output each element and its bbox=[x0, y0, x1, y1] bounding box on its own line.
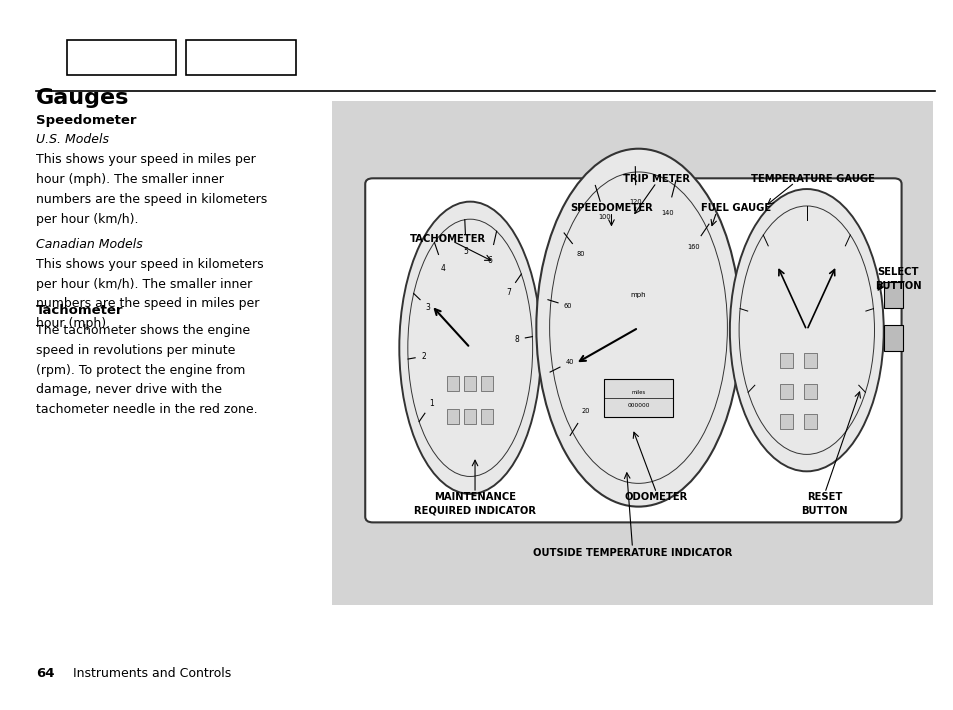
Text: This shows your speed in kilometers: This shows your speed in kilometers bbox=[36, 258, 264, 271]
Text: TACHOMETER: TACHOMETER bbox=[410, 234, 486, 244]
Text: per hour (km/h).: per hour (km/h). bbox=[36, 213, 138, 226]
Text: Gauges: Gauges bbox=[36, 88, 130, 108]
Bar bbox=[480, 409, 493, 424]
Text: per hour (km/h). The smaller inner: per hour (km/h). The smaller inner bbox=[36, 278, 253, 290]
Text: 40: 40 bbox=[565, 359, 574, 365]
Text: 3: 3 bbox=[425, 302, 430, 312]
Text: U.S. Models: U.S. Models bbox=[36, 133, 110, 146]
Text: 140: 140 bbox=[660, 210, 673, 217]
Text: 4: 4 bbox=[440, 264, 445, 273]
Text: 5: 5 bbox=[463, 247, 468, 256]
Text: numbers are the speed in kilometers: numbers are the speed in kilometers bbox=[36, 193, 267, 206]
FancyBboxPatch shape bbox=[365, 178, 901, 523]
Text: SPEEDOMETER: SPEEDOMETER bbox=[570, 203, 652, 213]
Bar bbox=[186, 40, 295, 75]
Text: 8: 8 bbox=[514, 335, 518, 344]
Bar bbox=[464, 409, 476, 424]
Text: 160: 160 bbox=[686, 244, 699, 250]
Text: 80: 80 bbox=[576, 251, 584, 257]
Text: MAINTENANCE: MAINTENANCE bbox=[434, 491, 516, 501]
Text: hour (mph).: hour (mph). bbox=[36, 317, 111, 330]
Bar bbox=[464, 376, 476, 391]
Ellipse shape bbox=[729, 189, 882, 471]
Bar bbox=[447, 376, 459, 391]
Bar bbox=[803, 414, 816, 429]
Text: 60: 60 bbox=[563, 303, 572, 309]
Text: miles: miles bbox=[631, 390, 645, 395]
Text: 2: 2 bbox=[421, 351, 426, 361]
Text: 7: 7 bbox=[506, 288, 511, 297]
Text: speed in revolutions per minute: speed in revolutions per minute bbox=[36, 344, 235, 356]
Text: The tachometer shows the engine: The tachometer shows the engine bbox=[36, 324, 250, 337]
Text: Canadian Models: Canadian Models bbox=[36, 238, 143, 251]
Bar bbox=[603, 379, 673, 417]
Text: TRIP METER: TRIP METER bbox=[622, 174, 689, 184]
Text: FUEL GAUGE: FUEL GAUGE bbox=[700, 203, 770, 213]
Text: 20: 20 bbox=[580, 408, 589, 415]
Bar bbox=[480, 376, 493, 391]
Bar bbox=[883, 282, 902, 307]
Text: 64: 64 bbox=[36, 667, 54, 680]
Text: numbers are the speed in miles per: numbers are the speed in miles per bbox=[36, 297, 259, 310]
Text: Tachometer: Tachometer bbox=[36, 304, 124, 317]
Bar bbox=[779, 414, 792, 429]
Text: 6: 6 bbox=[487, 256, 492, 265]
Text: OUTSIDE TEMPERATURE INDICATOR: OUTSIDE TEMPERATURE INDICATOR bbox=[533, 548, 731, 558]
Text: This shows your speed in miles per: This shows your speed in miles per bbox=[36, 153, 255, 166]
Text: 120: 120 bbox=[629, 200, 641, 205]
Bar bbox=[803, 383, 816, 399]
Bar bbox=[779, 354, 792, 368]
Bar bbox=[332, 101, 932, 605]
Text: RESET: RESET bbox=[806, 491, 841, 501]
Text: hour (mph). The smaller inner: hour (mph). The smaller inner bbox=[36, 173, 224, 186]
Bar bbox=[779, 383, 792, 399]
Text: 1: 1 bbox=[429, 399, 434, 408]
Text: BUTTON: BUTTON bbox=[874, 281, 921, 291]
Bar bbox=[883, 325, 902, 351]
Bar bbox=[67, 40, 176, 75]
Bar bbox=[447, 409, 459, 424]
Text: 100: 100 bbox=[598, 214, 611, 220]
Ellipse shape bbox=[399, 202, 540, 494]
Text: damage, never drive with the: damage, never drive with the bbox=[36, 383, 222, 396]
Bar bbox=[803, 354, 816, 368]
Text: REQUIRED INDICATOR: REQUIRED INDICATOR bbox=[414, 506, 536, 515]
Text: SELECT: SELECT bbox=[877, 267, 918, 277]
Text: 000000: 000000 bbox=[627, 403, 649, 408]
Text: ODOMETER: ODOMETER bbox=[624, 491, 687, 501]
Text: (rpm). To protect the engine from: (rpm). To protect the engine from bbox=[36, 364, 245, 376]
Text: TEMPERATURE GAUGE: TEMPERATURE GAUGE bbox=[750, 174, 874, 184]
Text: Speedometer: Speedometer bbox=[36, 114, 136, 126]
Text: BUTTON: BUTTON bbox=[801, 506, 847, 515]
Text: tachometer needle in the red zone.: tachometer needle in the red zone. bbox=[36, 403, 257, 416]
Text: Instruments and Controls: Instruments and Controls bbox=[57, 667, 232, 680]
Ellipse shape bbox=[536, 148, 740, 507]
Text: mph: mph bbox=[630, 293, 645, 298]
